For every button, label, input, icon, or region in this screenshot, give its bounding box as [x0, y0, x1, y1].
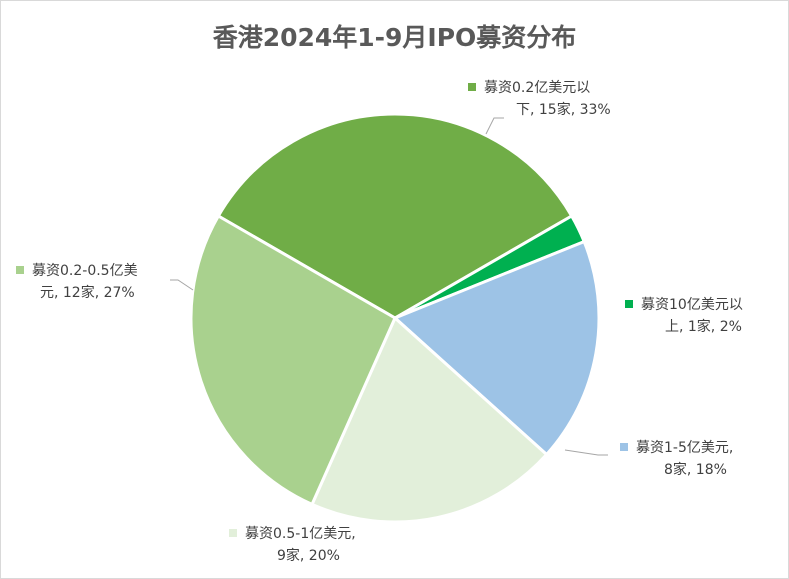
chart-title: 香港2024年1-9月IPO募资分布 — [212, 23, 577, 52]
legend-key — [468, 83, 476, 91]
data-label-under-0-2: 募资0.2亿美元以 下, 15家, 33% — [468, 77, 618, 121]
leader-line — [170, 279, 194, 291]
leader-line — [564, 449, 608, 456]
legend-key — [620, 443, 628, 451]
data-label-0-5-1: 募资0.5-1亿美元, 9家, 20% — [229, 523, 399, 567]
legend-key — [16, 266, 24, 274]
leader-line — [485, 117, 504, 135]
slice-0-2-0-5 — [189, 214, 397, 506]
slice-0-5-1 — [310, 316, 549, 524]
slice-1-5 — [393, 240, 601, 456]
legend-key — [229, 529, 237, 537]
data-label-over-10: 募资10亿美元以 上, 1家, 2% — [625, 294, 775, 338]
legend-key — [625, 300, 633, 308]
data-label-0-2-0-5: 募资0.2-0.5亿美 元, 12家, 27% — [16, 260, 176, 304]
data-label-1-5: 募资1-5亿美元, 8家, 18% — [620, 437, 770, 481]
